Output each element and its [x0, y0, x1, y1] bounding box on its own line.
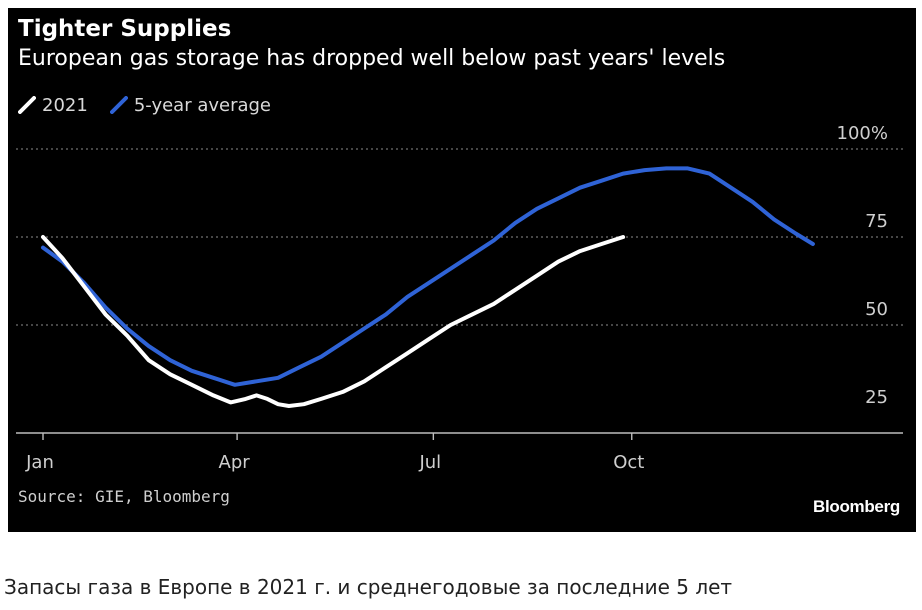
y-tick-label-50: 50: [865, 299, 888, 320]
bloomberg-logo: Bloomberg: [812, 497, 900, 516]
y-tick-label-75: 75: [865, 211, 888, 232]
legend-swatch-2021: [18, 96, 36, 114]
x-tick-label-jan: Jan: [25, 452, 54, 473]
source-note: Source: GIE, Bloomberg: [18, 487, 230, 506]
legend-label-2021: 2021: [42, 94, 88, 116]
x-tick-label-apr: Apr: [219, 452, 251, 473]
legend-swatch-5-year-average: [109, 96, 128, 114]
legend-item-2021: 2021: [18, 95, 88, 116]
y-tick-label-25: 25: [865, 387, 888, 408]
legend-item-5-year-average: 5-year average: [109, 94, 272, 116]
x-tick-label-jul: Jul: [418, 452, 441, 473]
plot-area: 100% 75 50 25 Jan Apr Jul Oct: [16, 123, 903, 473]
chart-title: Tighter Supplies: [18, 16, 232, 42]
y-tick-label-100: 100%: [837, 123, 888, 144]
series-line-5-year-average: [41, 166, 815, 387]
x-tick-label-oct: Oct: [613, 452, 644, 473]
chart-panel: Tighter Supplies European gas storage ha…: [8, 8, 916, 532]
legend-label-5-year-average: 5-year average: [133, 94, 272, 116]
caption: Запасы газа в Европе в 2021 г. и среднег…: [4, 575, 733, 599]
chart-subtitle: European gas storage has dropped well be…: [18, 46, 726, 71]
legend: 2021 5-year average: [18, 92, 293, 118]
series-line-2021: [41, 235, 626, 408]
